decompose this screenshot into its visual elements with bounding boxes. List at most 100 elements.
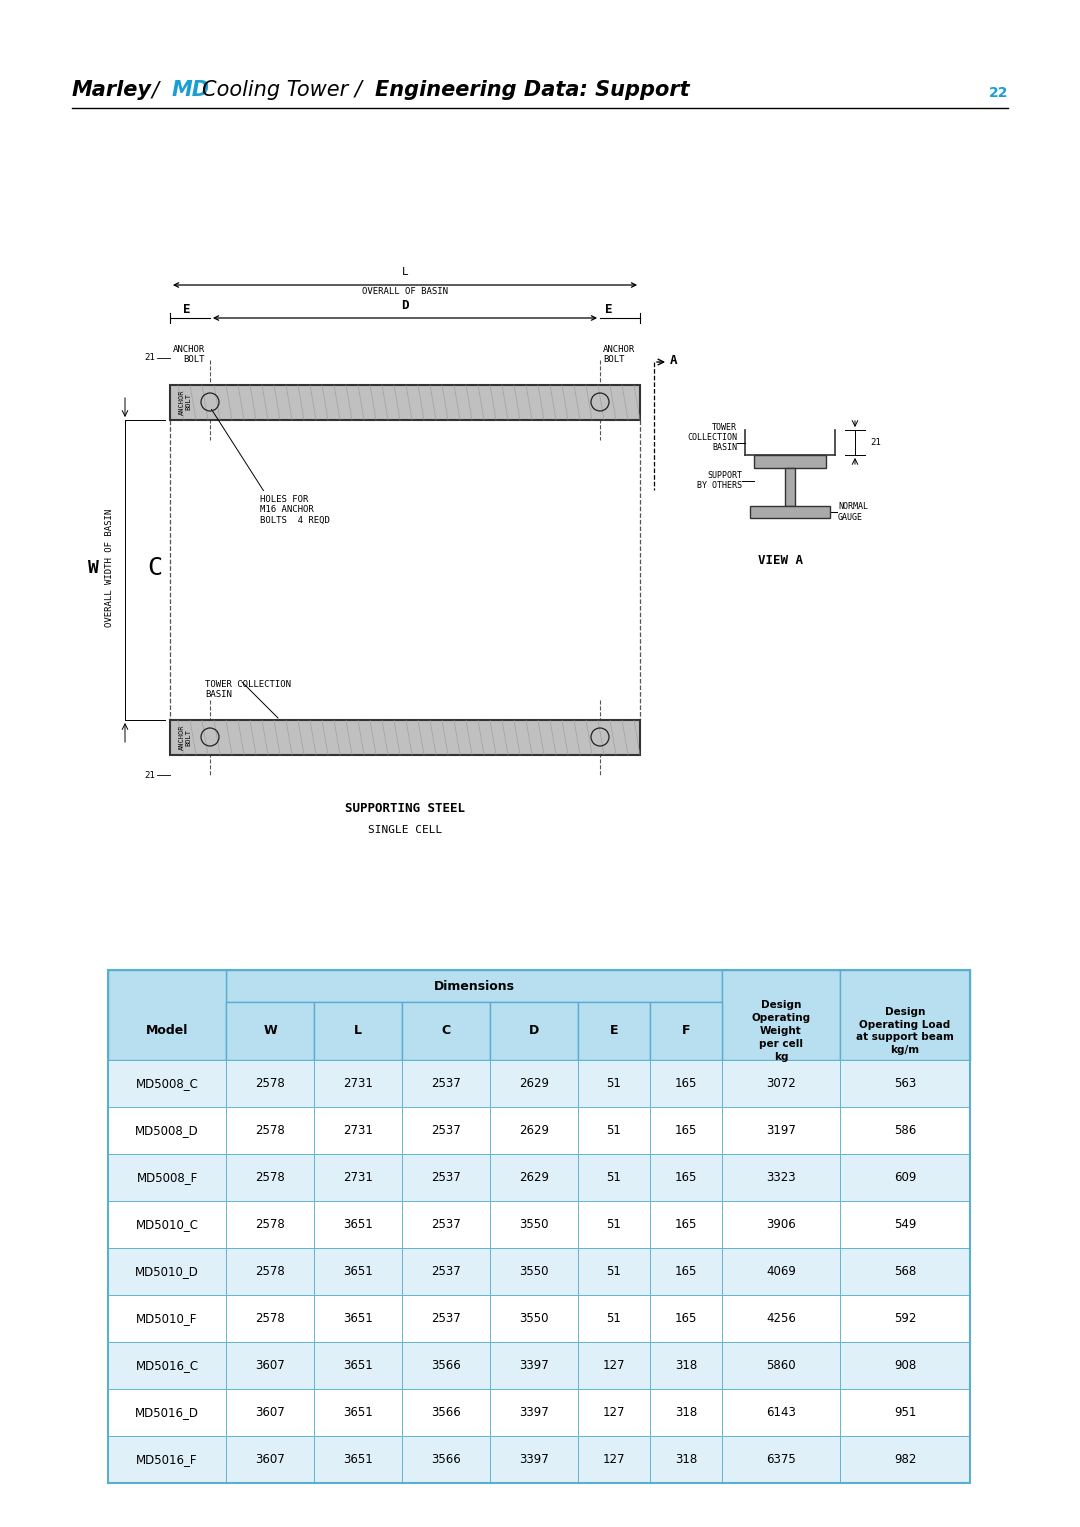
Bar [840,1060,970,1107]
Bar [578,1435,650,1483]
Text: 2578: 2578 [255,1312,285,1325]
Text: 2731: 2731 [343,1077,373,1090]
Bar [840,1154,970,1202]
Bar [578,1248,650,1295]
Bar [650,1060,723,1107]
Text: F: F [681,1025,690,1037]
Text: 3651: 3651 [343,1312,373,1325]
Text: MD5016_D: MD5016_D [135,1406,199,1419]
Bar [840,1342,970,1390]
Bar [226,1435,314,1483]
Text: 51: 51 [607,1077,621,1090]
Bar [723,1154,840,1202]
Text: 2537: 2537 [431,1171,461,1183]
Bar [314,1107,402,1154]
Text: 5860: 5860 [766,1359,796,1371]
Bar [402,1107,490,1154]
Bar [723,1107,840,1154]
Text: E: E [610,1025,618,1037]
Text: 3550: 3550 [519,1264,549,1278]
Text: 51: 51 [607,1219,621,1231]
Text: Model: Model [146,1025,188,1037]
Text: Cooling Tower /: Cooling Tower / [202,79,362,99]
Text: ANCHOR
BOLT: ANCHOR BOLT [603,345,635,365]
Bar [402,1154,490,1202]
Text: 3651: 3651 [343,1406,373,1419]
Text: OVERALL WIDTH OF BASIN: OVERALL WIDTH OF BASIN [106,508,114,628]
Text: Design
Operating Load
at support beam
kg/m: Design Operating Load at support beam kg… [856,1006,954,1055]
Text: VIEW A: VIEW A [757,553,802,567]
Bar [578,1002,650,1060]
Text: E: E [605,302,612,316]
Text: 2578: 2578 [255,1171,285,1183]
Bar [650,1295,723,1342]
Text: MD5008_F: MD5008_F [136,1171,198,1183]
Bar [490,1342,578,1390]
Text: SUPPORT
BY OTHERS: SUPPORT BY OTHERS [697,470,742,490]
Text: MD5008_D: MD5008_D [135,1124,199,1138]
Text: 21: 21 [145,353,156,362]
Polygon shape [754,455,826,467]
Text: 3607: 3607 [255,1359,285,1371]
Bar [723,1295,840,1342]
Bar [650,1202,723,1248]
Text: L: L [402,267,408,276]
Text: 318: 318 [675,1406,697,1419]
Text: MD: MD [172,79,211,99]
Text: HOLES FOR
M16 ANCHOR
BOLTS  4 REQD: HOLES FOR M16 ANCHOR BOLTS 4 REQD [260,495,329,525]
Text: 4256: 4256 [766,1312,796,1325]
Bar [402,1342,490,1390]
Bar [490,1107,578,1154]
Text: A: A [670,353,677,366]
Text: L: L [354,1025,362,1037]
Bar [108,1107,226,1154]
Bar [840,1248,970,1295]
Bar [402,1202,490,1248]
Bar [723,1248,840,1295]
Bar [490,1202,578,1248]
Bar [723,1390,840,1435]
Text: 3323: 3323 [766,1171,796,1183]
Bar [108,1342,226,1390]
Text: 3607: 3607 [255,1406,285,1419]
Text: 2578: 2578 [255,1264,285,1278]
Bar [402,1390,490,1435]
Bar [578,1060,650,1107]
Bar [108,1390,226,1435]
Bar [840,1295,970,1342]
Bar [650,1342,723,1390]
Text: 165: 165 [675,1264,698,1278]
Text: 2629: 2629 [519,1077,549,1090]
Bar [314,1002,402,1060]
Text: 127: 127 [603,1454,625,1466]
Bar [314,1390,402,1435]
Text: W: W [87,559,98,577]
Text: 2537: 2537 [431,1077,461,1090]
Bar [314,1248,402,1295]
Bar [490,1002,578,1060]
Bar [226,1154,314,1202]
Text: 908: 908 [894,1359,916,1371]
Text: 609: 609 [894,1171,916,1183]
Text: 568: 568 [894,1264,916,1278]
Text: 22: 22 [988,86,1008,99]
Bar [578,1342,650,1390]
Bar [490,1435,578,1483]
Text: 2731: 2731 [343,1171,373,1183]
Bar [723,1342,840,1390]
Bar [226,1202,314,1248]
Text: MD5016_F: MD5016_F [136,1454,198,1466]
Text: 3607: 3607 [255,1454,285,1466]
Text: TOWER COLLECTION
BASIN: TOWER COLLECTION BASIN [205,680,291,699]
Text: W: W [264,1025,276,1037]
Bar [226,1248,314,1295]
Text: 3906: 3906 [766,1219,796,1231]
Bar [108,1295,226,1342]
Bar [314,1202,402,1248]
Text: C: C [148,556,162,580]
Bar [490,1248,578,1295]
Text: 3550: 3550 [519,1219,549,1231]
Text: 2537: 2537 [431,1219,461,1231]
Text: 563: 563 [894,1077,916,1090]
Bar [108,1060,226,1107]
